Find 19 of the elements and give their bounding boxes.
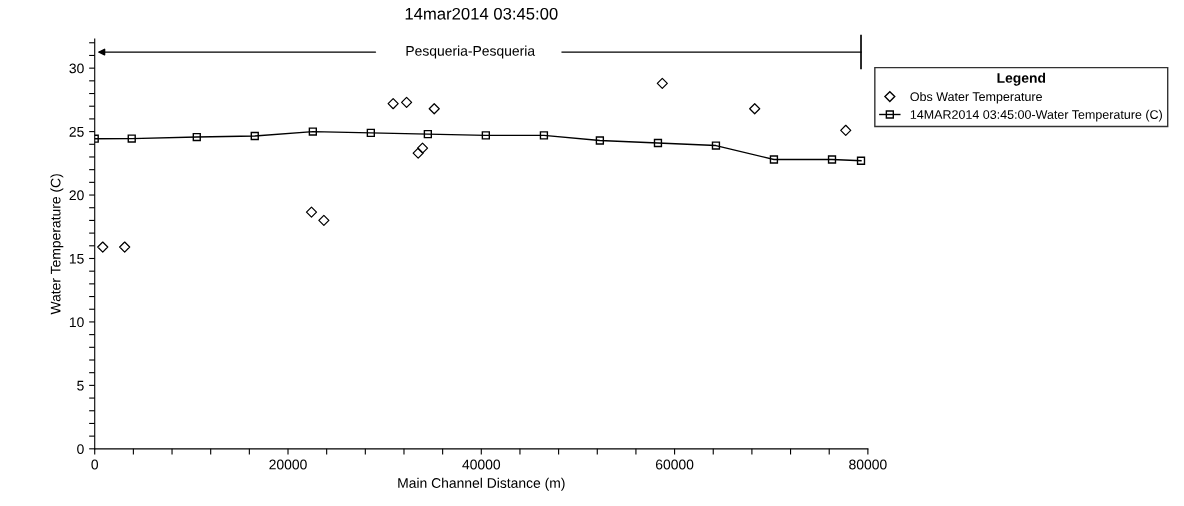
legend-label: 14MAR2014 03:45:00-Water Temperature (C) xyxy=(910,109,1162,122)
y-axis-title: Water Temperature (C) xyxy=(50,174,64,315)
chart-title: 14mar2014 03:45:00 xyxy=(405,7,558,20)
x-tick-label: 0 xyxy=(91,459,99,470)
x-axis-title: Main Channel Distance (m) xyxy=(398,477,565,491)
y-tick-label: 10 xyxy=(69,317,84,328)
x-tick-label: 40000 xyxy=(462,459,501,470)
x-tick-label: 20000 xyxy=(269,459,307,470)
y-tick-label: 25 xyxy=(69,126,84,137)
y-tick-label: 5 xyxy=(77,380,84,391)
legend-title: Legend xyxy=(997,72,1046,86)
y-tick-label: 20 xyxy=(69,190,84,201)
y-tick-label: 30 xyxy=(69,63,84,74)
annotation: Pesqueria-Pesqueria xyxy=(406,45,536,59)
x-tick-label: 60000 xyxy=(655,459,694,470)
y-tick-label: 0 xyxy=(77,444,84,454)
x-tick-label: 80000 xyxy=(849,459,887,470)
y-tick-label: 15 xyxy=(69,253,84,264)
legend-label: Obs Water Temperature xyxy=(910,91,1042,104)
